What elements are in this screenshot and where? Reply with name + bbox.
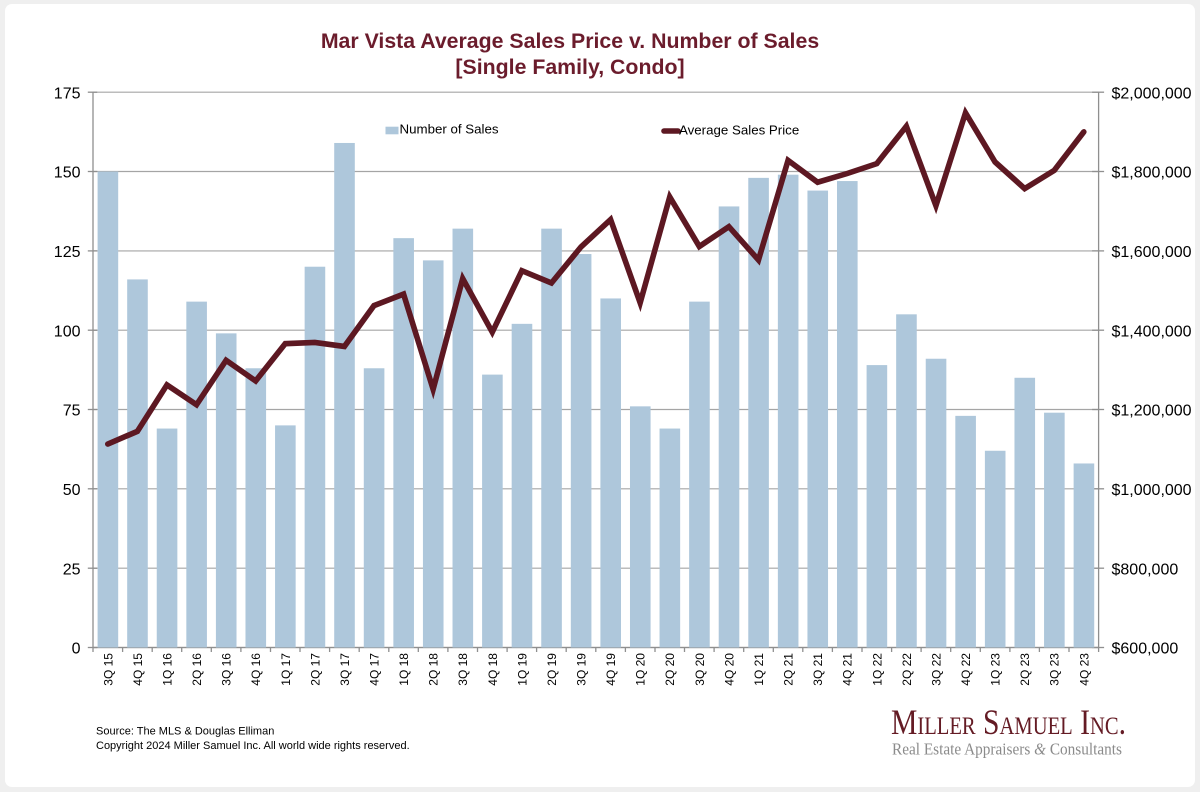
svg-text:Number of Sales: Number of Sales: [400, 122, 499, 137]
svg-text:$1,800,000: $1,800,000: [1112, 165, 1192, 182]
svg-text:150: 150: [54, 165, 81, 182]
svg-text:2Q 21: 2Q 21: [782, 653, 796, 686]
svg-text:100: 100: [54, 323, 81, 340]
svg-text:4Q 17: 4Q 17: [367, 653, 381, 686]
svg-text:3Q 15: 3Q 15: [101, 653, 115, 686]
svg-text:$1,200,000: $1,200,000: [1112, 403, 1192, 420]
svg-text:4Q 18: 4Q 18: [486, 653, 500, 686]
svg-text:2Q 20: 2Q 20: [663, 653, 677, 686]
svg-text:2Q 22: 2Q 22: [900, 653, 914, 686]
svg-text:1Q 19: 1Q 19: [515, 653, 529, 686]
svg-text:Source: The MLS & Douglas Elli: Source: The MLS & Douglas Elliman: [96, 726, 274, 738]
svg-text:$1,400,000: $1,400,000: [1112, 323, 1192, 340]
svg-text:Average Sales Price: Average Sales Price: [679, 123, 799, 138]
svg-text:1Q 16: 1Q 16: [160, 653, 174, 686]
svg-text:3Q 17: 3Q 17: [338, 653, 352, 686]
svg-text:Miller Samuel Inc.: Miller Samuel Inc.: [891, 702, 1126, 742]
svg-text:1Q 22: 1Q 22: [870, 653, 884, 686]
svg-text:$2,000,000: $2,000,000: [1112, 85, 1192, 102]
svg-text:3Q 19: 3Q 19: [575, 653, 589, 686]
svg-text:25: 25: [63, 561, 81, 578]
svg-text:3Q 18: 3Q 18: [456, 653, 470, 686]
svg-text:3Q 22: 3Q 22: [929, 653, 943, 686]
svg-text:4Q 15: 4Q 15: [131, 653, 145, 686]
svg-text:1Q 23: 1Q 23: [989, 653, 1003, 686]
svg-text:3Q 20: 3Q 20: [693, 653, 707, 686]
svg-text:[Single Family, Condo]: [Single Family, Condo]: [455, 55, 684, 79]
svg-text:2Q 23: 2Q 23: [1018, 653, 1032, 686]
svg-text:1Q 18: 1Q 18: [397, 653, 411, 686]
svg-text:$1,600,000: $1,600,000: [1112, 244, 1192, 261]
svg-text:4Q 21: 4Q 21: [841, 653, 855, 686]
svg-text:1Q 17: 1Q 17: [279, 653, 293, 686]
svg-text:50: 50: [63, 482, 81, 499]
svg-text:2Q 18: 2Q 18: [427, 653, 441, 686]
svg-text:2Q 16: 2Q 16: [190, 653, 204, 686]
svg-text:2Q 19: 2Q 19: [545, 653, 559, 686]
svg-text:1Q 20: 1Q 20: [634, 653, 648, 686]
svg-text:4Q 20: 4Q 20: [722, 653, 736, 686]
svg-text:0: 0: [72, 641, 81, 658]
svg-text:$1,000,000: $1,000,000: [1112, 482, 1192, 499]
svg-text:4Q 22: 4Q 22: [959, 653, 973, 686]
svg-text:75: 75: [63, 403, 81, 420]
svg-text:Real Estate Appraisers & Consu: Real Estate Appraisers & Consultants: [892, 740, 1122, 759]
svg-text:3Q 21: 3Q 21: [811, 653, 825, 686]
svg-text:$600,000: $600,000: [1112, 641, 1179, 658]
svg-text:$800,000: $800,000: [1112, 561, 1179, 578]
svg-text:125: 125: [54, 244, 81, 261]
svg-text:175: 175: [54, 85, 81, 102]
svg-text:4Q 19: 4Q 19: [604, 653, 618, 686]
svg-text:2Q 17: 2Q 17: [308, 653, 322, 686]
svg-text:3Q 16: 3Q 16: [220, 653, 234, 686]
svg-text:Copyright 2024 Miller Samuel I: Copyright 2024 Miller Samuel Inc. All wo…: [96, 740, 410, 752]
svg-text:4Q 16: 4Q 16: [249, 653, 263, 686]
svg-text:4Q 23: 4Q 23: [1077, 653, 1091, 686]
svg-text:3Q 23: 3Q 23: [1048, 653, 1062, 686]
svg-text:Mar Vista Average Sales Price: Mar Vista Average Sales Price v. Number …: [321, 29, 819, 53]
svg-text:1Q 21: 1Q 21: [752, 653, 766, 686]
